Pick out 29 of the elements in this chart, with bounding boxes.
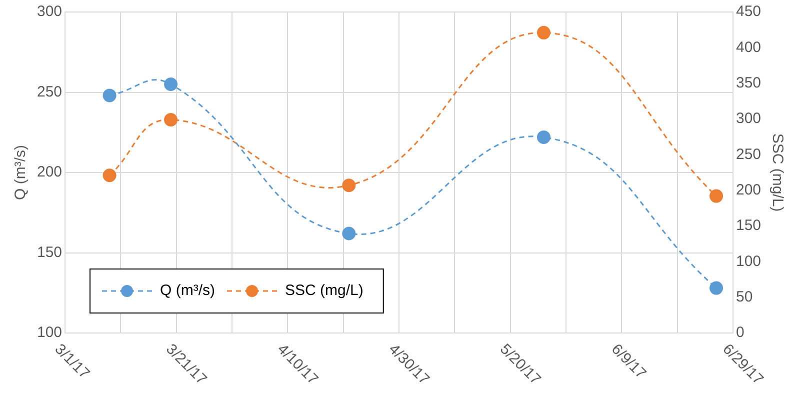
y2-tick-label: 0 <box>736 324 744 342</box>
point <box>342 178 356 192</box>
y-tick-label: 250 <box>36 83 62 100</box>
y2-tick-label: 400 <box>736 38 762 56</box>
y-tick-label: 200 <box>36 164 62 181</box>
point <box>342 226 356 240</box>
y2-tick-label: 300 <box>736 110 762 128</box>
y2-tick-label: 200 <box>736 181 762 198</box>
y-tick-label: 100 <box>36 324 62 342</box>
legend-label: Q (m³/s) <box>160 282 216 300</box>
legend-label: SSC (mg/L) <box>285 282 364 300</box>
y2-axis-title: SSC (mg/L) <box>768 133 786 212</box>
point <box>164 77 178 91</box>
point <box>102 88 116 102</box>
y2-tick-label: 350 <box>736 74 762 92</box>
y-tick-label: 300 <box>36 3 62 20</box>
point <box>536 26 550 40</box>
y2-tick-label: 150 <box>736 217 762 234</box>
point <box>710 189 724 203</box>
y2-tick-label: 250 <box>736 146 762 163</box>
y-axis-title: Q (m³/s) <box>12 145 30 200</box>
y-tick-label: 150 <box>36 244 62 261</box>
point <box>102 168 116 182</box>
point <box>164 112 178 126</box>
y2-tick-label: 50 <box>736 288 753 306</box>
y2-tick-label: 100 <box>736 252 762 270</box>
point <box>710 281 724 295</box>
point <box>536 130 550 144</box>
y2-tick-label: 450 <box>736 3 762 20</box>
